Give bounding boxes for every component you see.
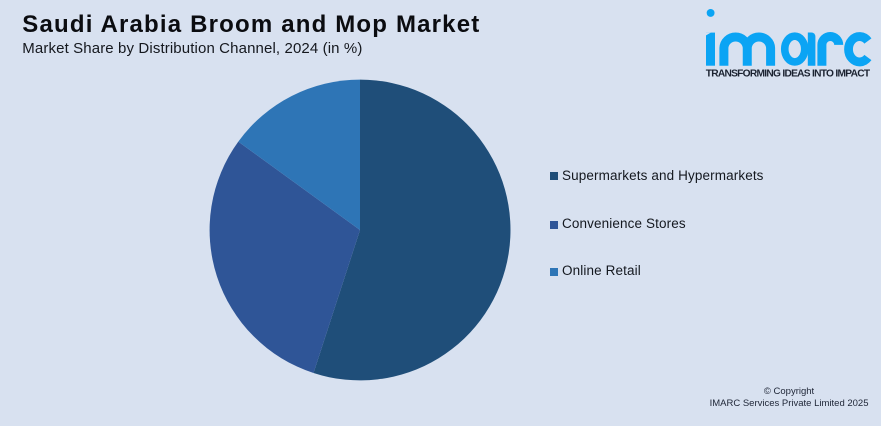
svg-text:TRANSFORMING IDEAS INTO IMPACT: TRANSFORMING IDEAS INTO IMPACT bbox=[706, 69, 871, 80]
